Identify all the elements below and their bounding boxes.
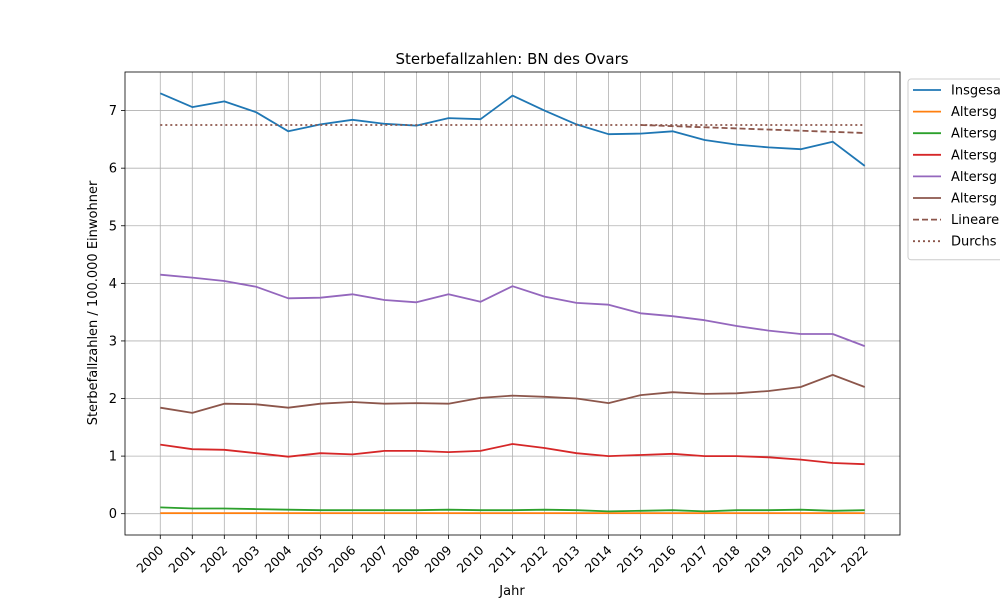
chart-title: Sterbefallzahlen: BN des Ovars	[395, 50, 628, 68]
legend-label: Durchs	[951, 235, 997, 250]
y-tick-label: 3	[109, 334, 117, 349]
series-line	[159, 92, 866, 167]
legend-label: Insgesa	[951, 84, 1000, 99]
series-line	[160, 373, 866, 414]
series-line	[160, 443, 865, 466]
x-axis-label: Jahr	[498, 584, 525, 599]
legend-label: Altersg	[951, 105, 997, 120]
y-axis-label: Sterbefallzahlen / 100.000 Einwohner	[86, 180, 101, 425]
series-line	[160, 506, 865, 513]
legend: Insgesa Altersg Altersg Altersg Altersg Alter…	[907, 78, 1000, 261]
legend-label: Lineare	[951, 213, 999, 228]
legend-box	[907, 78, 1000, 261]
y-tick-label: 4	[109, 277, 117, 292]
legend-label: Altersg	[951, 148, 997, 163]
series-layer	[159, 92, 866, 514]
y-tick-label: 5	[109, 219, 117, 234]
y-tick-label: 2	[109, 392, 117, 407]
y-tick-label: 6	[109, 162, 117, 177]
y-tick-label: 0	[109, 507, 117, 522]
legend-label: Altersg	[951, 192, 997, 207]
legend-label: Altersg	[951, 127, 997, 142]
y-tick-label: 1	[109, 450, 117, 465]
series-line	[640, 124, 865, 134]
legend-label: Altersg	[951, 170, 997, 185]
y-tick-label: 7	[109, 104, 117, 119]
y-axis-ticks: 0 1 2 3 4 5 6 7	[109, 104, 125, 522]
series-line	[160, 273, 866, 347]
